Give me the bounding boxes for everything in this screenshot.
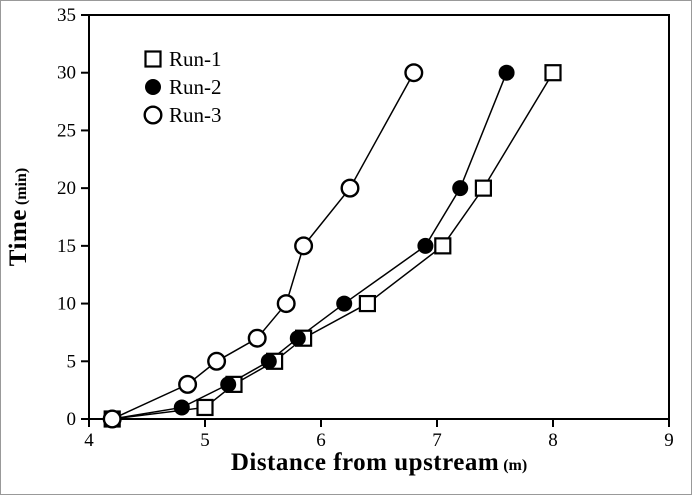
data-point-run-2-3 [260,353,277,370]
y-axis-label-unit: (min) [13,167,30,206]
legend-marker-run-2 [145,79,161,95]
x-axis-label-text: Distance from upstream [230,449,500,476]
data-point-run-3-3 [247,328,267,348]
data-point-run-2-1 [173,399,190,416]
data-point-run-3-5 [294,236,314,256]
data-point-run-3-2 [207,351,227,371]
x-tick-label-4: 4 [84,430,94,451]
data-point-run-2-7 [452,180,469,197]
x-tick-label-8: 8 [548,430,558,451]
data-point-run-1-5 [358,294,376,313]
x-tick-label-6: 6 [316,430,326,451]
x-tick-label-7: 7 [432,430,442,451]
data-point-run-2-4 [289,330,306,347]
y-tick-label-20: 20 [57,178,76,199]
y-tick-label-15: 15 [57,236,76,257]
y-tick-label-30: 30 [57,63,76,84]
y-axis-label: Time (min) [5,15,33,419]
y-tick-label-25: 25 [57,120,76,141]
plot-frame [88,14,670,420]
data-point-run-1-7 [474,179,492,197]
data-point-run-3-1 [178,374,198,394]
x-axis-label-unit: (m) [503,457,528,474]
x-axis-label: Distance from upstream (m) [89,449,669,477]
data-point-run-2-6 [417,237,434,254]
data-point-run-1-1 [196,398,214,417]
data-point-run-2-2 [220,376,237,393]
y-tick-label-10: 10 [57,294,76,315]
data-point-run-3-6 [340,178,360,198]
data-point-run-2-5 [336,295,353,312]
y-tick-label-35: 35 [57,5,76,26]
y-axis-label-text: Time [5,209,32,267]
legend-marker-run-3 [143,105,163,125]
y-tick-label-5: 5 [67,351,77,372]
legend-label-run-2: Run-2 [169,75,222,99]
x-tick-label-5: 5 [200,430,210,451]
data-point-run-2-8 [498,64,515,81]
data-point-run-1-6 [434,237,452,255]
legend-marker-run-1 [144,50,162,68]
data-point-run-3-4 [276,294,296,314]
x-tick-label-9: 9 [664,430,674,451]
data-point-run-1-8 [544,64,562,82]
legend-label-run-1: Run-1 [169,47,222,71]
y-tick-label-0: 0 [67,409,77,430]
data-point-run-3-7 [404,63,424,83]
legend-label-run-3: Run-3 [169,103,222,127]
data-point-run-3-0 [102,409,122,429]
